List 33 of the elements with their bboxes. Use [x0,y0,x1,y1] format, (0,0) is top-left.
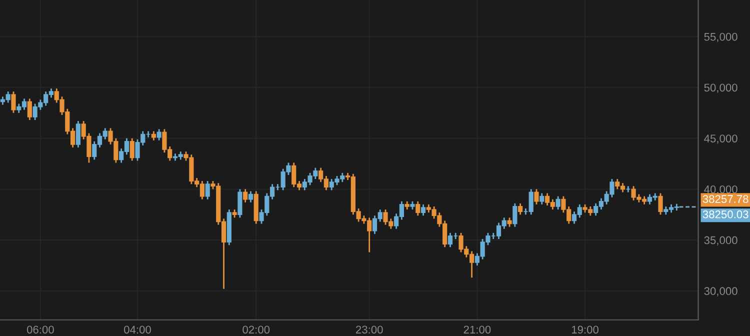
candlestick [420,204,426,216]
candlestick [238,188,242,218]
x-tick-label: 23:00 [356,326,383,334]
x-tick-label: 21:00 [464,326,491,334]
candlestick [151,130,156,142]
ref-line-label: 38257.78 [702,195,748,203]
x-tick-label: 04:00 [124,326,151,334]
candlestick [416,200,420,216]
x-tick-label: 06:00 [26,326,54,334]
candlestick [658,192,663,216]
y-tick-label: 50,000 [704,84,738,93]
candlestick [248,190,254,204]
y-tick-label: 55,000 [704,32,738,42]
candlestick [556,196,560,210]
candlestick [507,216,512,228]
y-tick-label: 30,000 [704,287,738,296]
candlestick [11,90,16,114]
candlestick [243,188,248,204]
y-tick-label: 35,000 [704,236,738,246]
candlestick [518,202,523,216]
x-tick-label: 19:00 [572,326,598,334]
candlestick [534,188,539,206]
candlestick [540,192,544,206]
candlestick [156,128,162,142]
y-tick-label: 45,000 [704,134,738,144]
candlestick [27,98,32,121]
candlestick [512,202,518,228]
candlestick [205,180,210,200]
ref-line-label: 38250.03 [702,210,748,218]
y-tick-label: 40,000 [704,185,738,195]
x-tick-label: 02:00 [242,326,270,334]
candlestick [76,120,80,148]
candlestick [130,138,134,162]
